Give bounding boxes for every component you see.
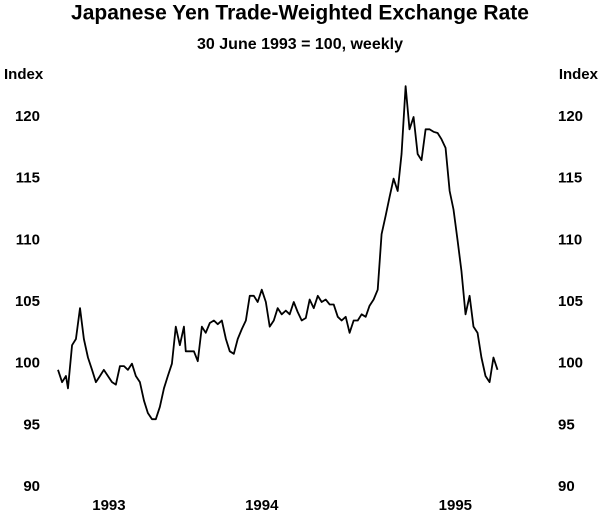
y2-tick-label: 115 (558, 170, 582, 187)
y2-tick-label: 105 (558, 293, 583, 310)
y2-tick-label: 100 (558, 355, 583, 372)
x-tick-label: 1995 (439, 497, 472, 514)
chart-subtitle: 30 June 1993 = 100, weekly (197, 36, 403, 53)
line-series (57, 85, 499, 421)
x-tick-label: 1993 (92, 497, 125, 514)
y-axis-label: Index (4, 66, 44, 83)
y-tick-label: 95 (23, 416, 40, 433)
chart-title: Japanese Yen Trade-Weighted Exchange Rat… (71, 2, 529, 25)
y-tick-label: 110 (16, 231, 40, 248)
y2-tick-label: 90 (558, 478, 575, 495)
y-tick-label: 115 (16, 170, 40, 187)
y-tick-label: 100 (15, 355, 40, 372)
y-tick-label: 105 (15, 293, 40, 310)
y2-tick-label: 95 (558, 416, 575, 433)
y-tick-label: 90 (23, 478, 40, 495)
x-tick-label: 1994 (245, 497, 279, 514)
y-tick-label: 120 (15, 108, 40, 125)
y2-tick-label: 120 (558, 108, 583, 125)
y2-tick-label: 110 (558, 231, 582, 248)
y2-axis-label: Index (559, 66, 599, 83)
